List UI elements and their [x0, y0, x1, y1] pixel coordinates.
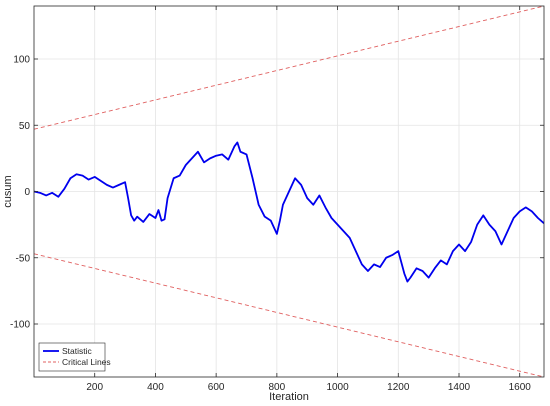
x-tick-label: 400 [147, 382, 164, 393]
x-tick-label: 1000 [326, 382, 349, 393]
tick-layer: 200 400 600 800 1000 1200 1400 1600 -100 -50 0 50 10… [10, 6, 544, 393]
y-tick-label: -100 [10, 320, 30, 331]
x-axis-label: Iteration [269, 391, 309, 403]
y-tick-label: 0 [24, 187, 30, 198]
statistic-line [34, 141, 544, 283]
x-tick-label: 600 [208, 382, 225, 393]
critical-line-1 [34, 6, 544, 130]
legend-box [38, 342, 106, 372]
y-tick-label: 100 [13, 55, 30, 66]
y-axis-label: cusum [2, 175, 14, 207]
y-tick-label: -50 [16, 253, 31, 264]
critical-line-2 [34, 253, 544, 377]
x-tick-label: 200 [86, 382, 103, 393]
y-tick-label: 50 [19, 121, 31, 132]
series-layer [34, 6, 544, 377]
x-tick-label: 1400 [448, 382, 471, 393]
x-tick-label: 1600 [509, 382, 532, 393]
x-tick-label: 1200 [387, 382, 410, 393]
legend: Statistic Critical Lines [38, 342, 111, 372]
legend-label-statistic: Statistic [62, 346, 93, 356]
legend-label-critical-lines: Critical Lines [62, 357, 111, 367]
x-tick-label: 800 [269, 382, 286, 393]
